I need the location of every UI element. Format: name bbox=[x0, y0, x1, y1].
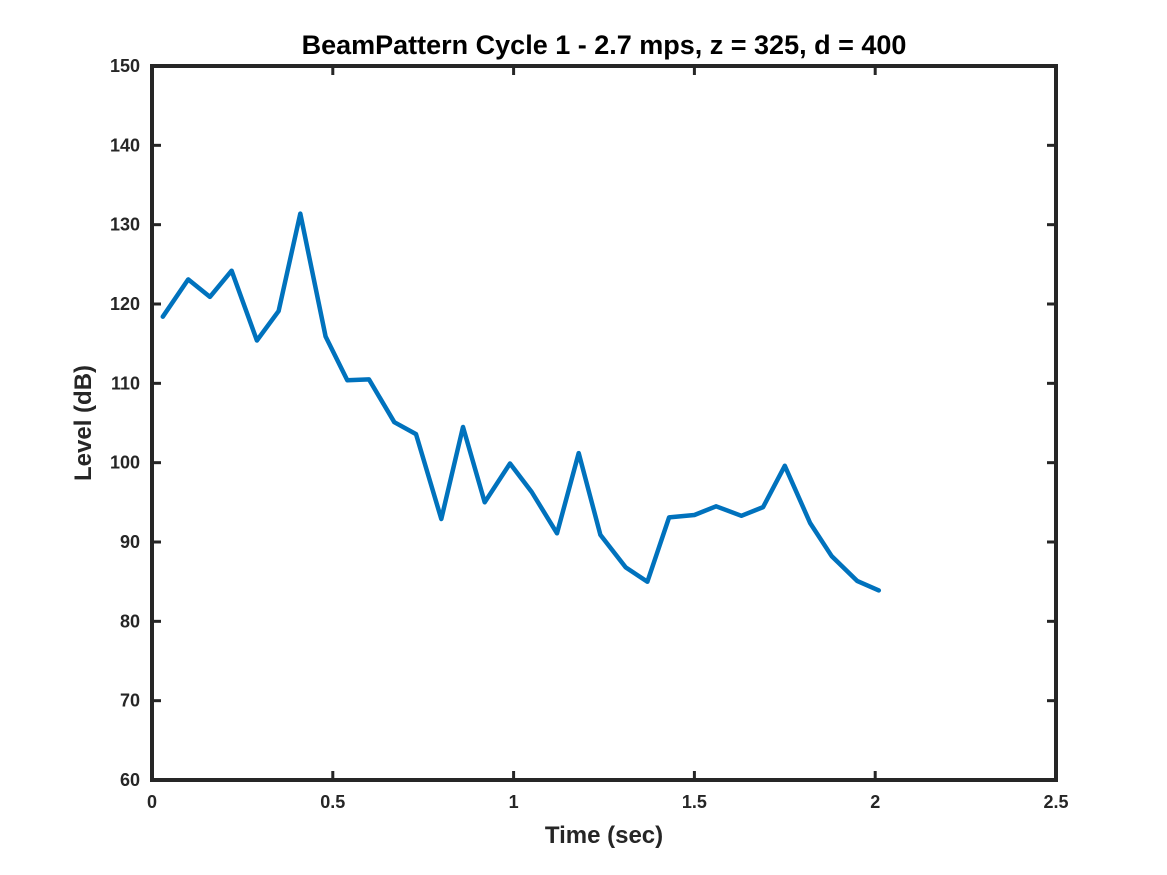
y-tick-label: 80 bbox=[120, 611, 140, 631]
axes-box bbox=[150, 64, 1058, 782]
plot-area: 0 0.5 1 1.5 2 2.5 60 70 80 90 100 110 120 130 140 150 bbox=[110, 56, 1069, 812]
y-tick-label: 130 bbox=[110, 215, 140, 235]
chart-title: BeamPattern Cycle 1 - 2.7 mps, z = 325, … bbox=[302, 30, 907, 60]
y-tick-label: 60 bbox=[120, 770, 140, 790]
y-tick-label: 120 bbox=[110, 294, 140, 314]
y-tick-label: 110 bbox=[111, 373, 140, 393]
x-tick-label: 0 bbox=[147, 792, 157, 812]
y-tick-label: 100 bbox=[110, 453, 140, 473]
y-tick-label: 90 bbox=[120, 532, 140, 552]
x-tick-label: 1 bbox=[509, 792, 519, 812]
y-tick-label: 140 bbox=[110, 135, 140, 155]
x-axis-label: Time (sec) bbox=[545, 822, 663, 849]
y-axis-label: Level (dB) bbox=[70, 365, 97, 481]
y-tick-label: 150 bbox=[110, 56, 140, 76]
x-tick-label: 2 bbox=[870, 792, 880, 812]
x-tick-label: 2.5 bbox=[1043, 792, 1068, 812]
y-tick-label: 70 bbox=[120, 691, 140, 711]
series-line bbox=[160, 211, 882, 593]
x-tick-label: 0.5 bbox=[320, 792, 345, 812]
x-tick-label: 1.5 bbox=[682, 792, 707, 812]
